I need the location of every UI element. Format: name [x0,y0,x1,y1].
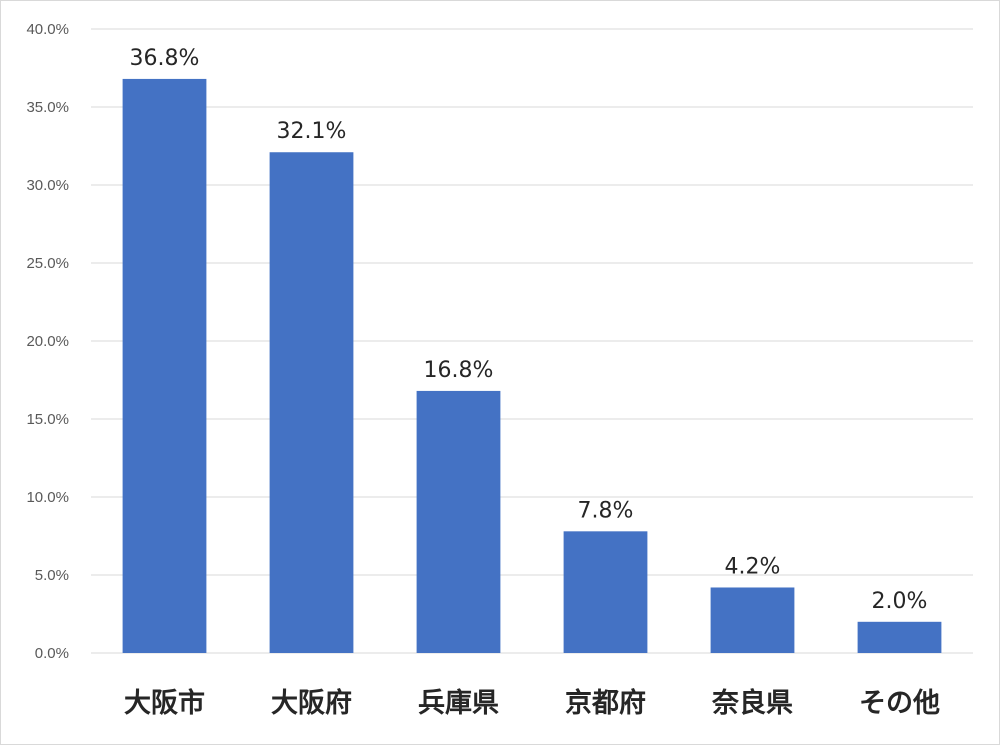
y-tick-label: 35.0% [26,99,69,116]
data-label: 32.1% [277,119,347,144]
x-category-label: 大阪市 [124,687,205,719]
data-label: 7.8% [578,498,634,523]
x-axis-labels: 大阪市 大阪府 兵庫県 京都府 奈良県 その他 [124,687,940,719]
x-category-label: 兵庫県 [418,688,499,719]
x-category-label: その他 [859,688,940,719]
y-tick-label: 40.0% [26,21,69,38]
y-axis-ticks: 0.0% 5.0% 10.0% 15.0% 20.0% 25.0% 30.0% 35.0% 40… [26,21,69,662]
y-tick-label: 10.0% [26,489,69,506]
y-tick-label: 0.0% [35,645,69,662]
x-category-label: 大阪府 [271,687,352,719]
y-tick-label: 30.0% [26,177,69,194]
x-category-label: 奈良県 [711,687,793,719]
y-tick-label: 20.0% [26,333,69,350]
bar [122,78,207,654]
y-tick-label: 5.0% [35,567,69,584]
bar [857,621,942,653]
data-label: 2.0% [872,589,928,614]
y-tick-label: 15.0% [26,411,69,428]
data-label: 16.8% [424,358,494,383]
data-label: 36.8% [130,46,200,71]
x-category-label: 京都府 [565,687,646,719]
data-labels: 36.8% 32.1% 16.8% 7.8% 4.2% 2.0% [130,46,928,614]
y-tick-label: 25.0% [26,255,69,272]
gridlines [91,28,973,654]
bars [122,78,942,654]
data-label: 4.2% [725,554,781,579]
bar [269,152,354,654]
bar [416,390,501,653]
bar [710,587,795,653]
bar [563,531,648,653]
